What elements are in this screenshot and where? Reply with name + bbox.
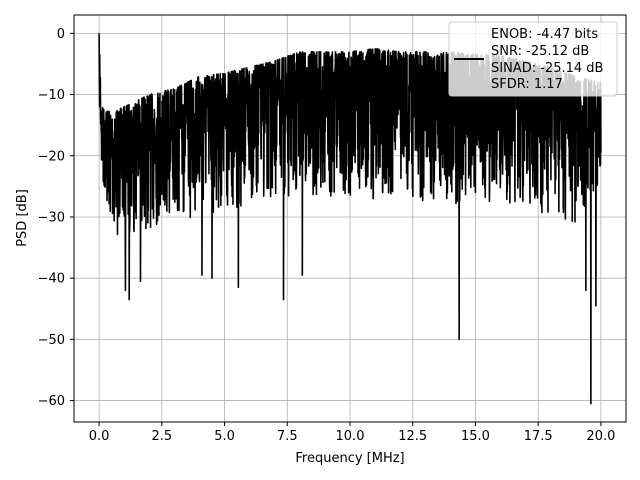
y-tick-label: −40 <box>38 272 65 287</box>
legend-entry-sfdr: SFDR: 1.17 <box>491 77 563 92</box>
x-tick-label: 7.5 <box>277 429 298 444</box>
y-tick-label: 0 <box>57 27 65 42</box>
x-tick-label: 10.0 <box>336 429 365 444</box>
legend-entry-sinad: SINAD: -25.14 dB <box>491 61 603 76</box>
y-tick-label: −50 <box>38 333 65 348</box>
legend-box <box>448 21 618 97</box>
x-tick-label: 2.5 <box>151 429 172 444</box>
y-tick-label: −20 <box>38 149 65 164</box>
x-axis-label: Frequency [MHz] <box>295 451 404 466</box>
y-ticks: 0 −10 −20 −30 −40 −50 −60 <box>38 27 74 409</box>
y-axis-label: PSD [dB] <box>15 189 30 247</box>
x-tick-label: 17.5 <box>524 429 553 444</box>
x-tick-label: 12.5 <box>398 429 427 444</box>
legend-entry-snr: SNR: -25.12 dB <box>491 44 589 59</box>
x-tick-label: 20.0 <box>586 429 615 444</box>
x-ticks: 0.0 2.5 5.0 7.5 10.0 12.5 15.0 17.5 20.0 <box>89 422 615 444</box>
y-tick-label: −30 <box>38 210 65 225</box>
y-tick-label: −60 <box>38 394 65 409</box>
x-tick-label: 0.0 <box>89 429 110 444</box>
legend-entry-enob: ENOB: -4.47 bits <box>491 27 598 42</box>
x-tick-label: 15.0 <box>461 429 490 444</box>
x-tick-label: 5.0 <box>214 429 235 444</box>
legend: ENOB: -4.47 bits SNR: -25.12 dB SINAD: -… <box>448 21 618 97</box>
y-tick-label: −10 <box>38 88 65 103</box>
